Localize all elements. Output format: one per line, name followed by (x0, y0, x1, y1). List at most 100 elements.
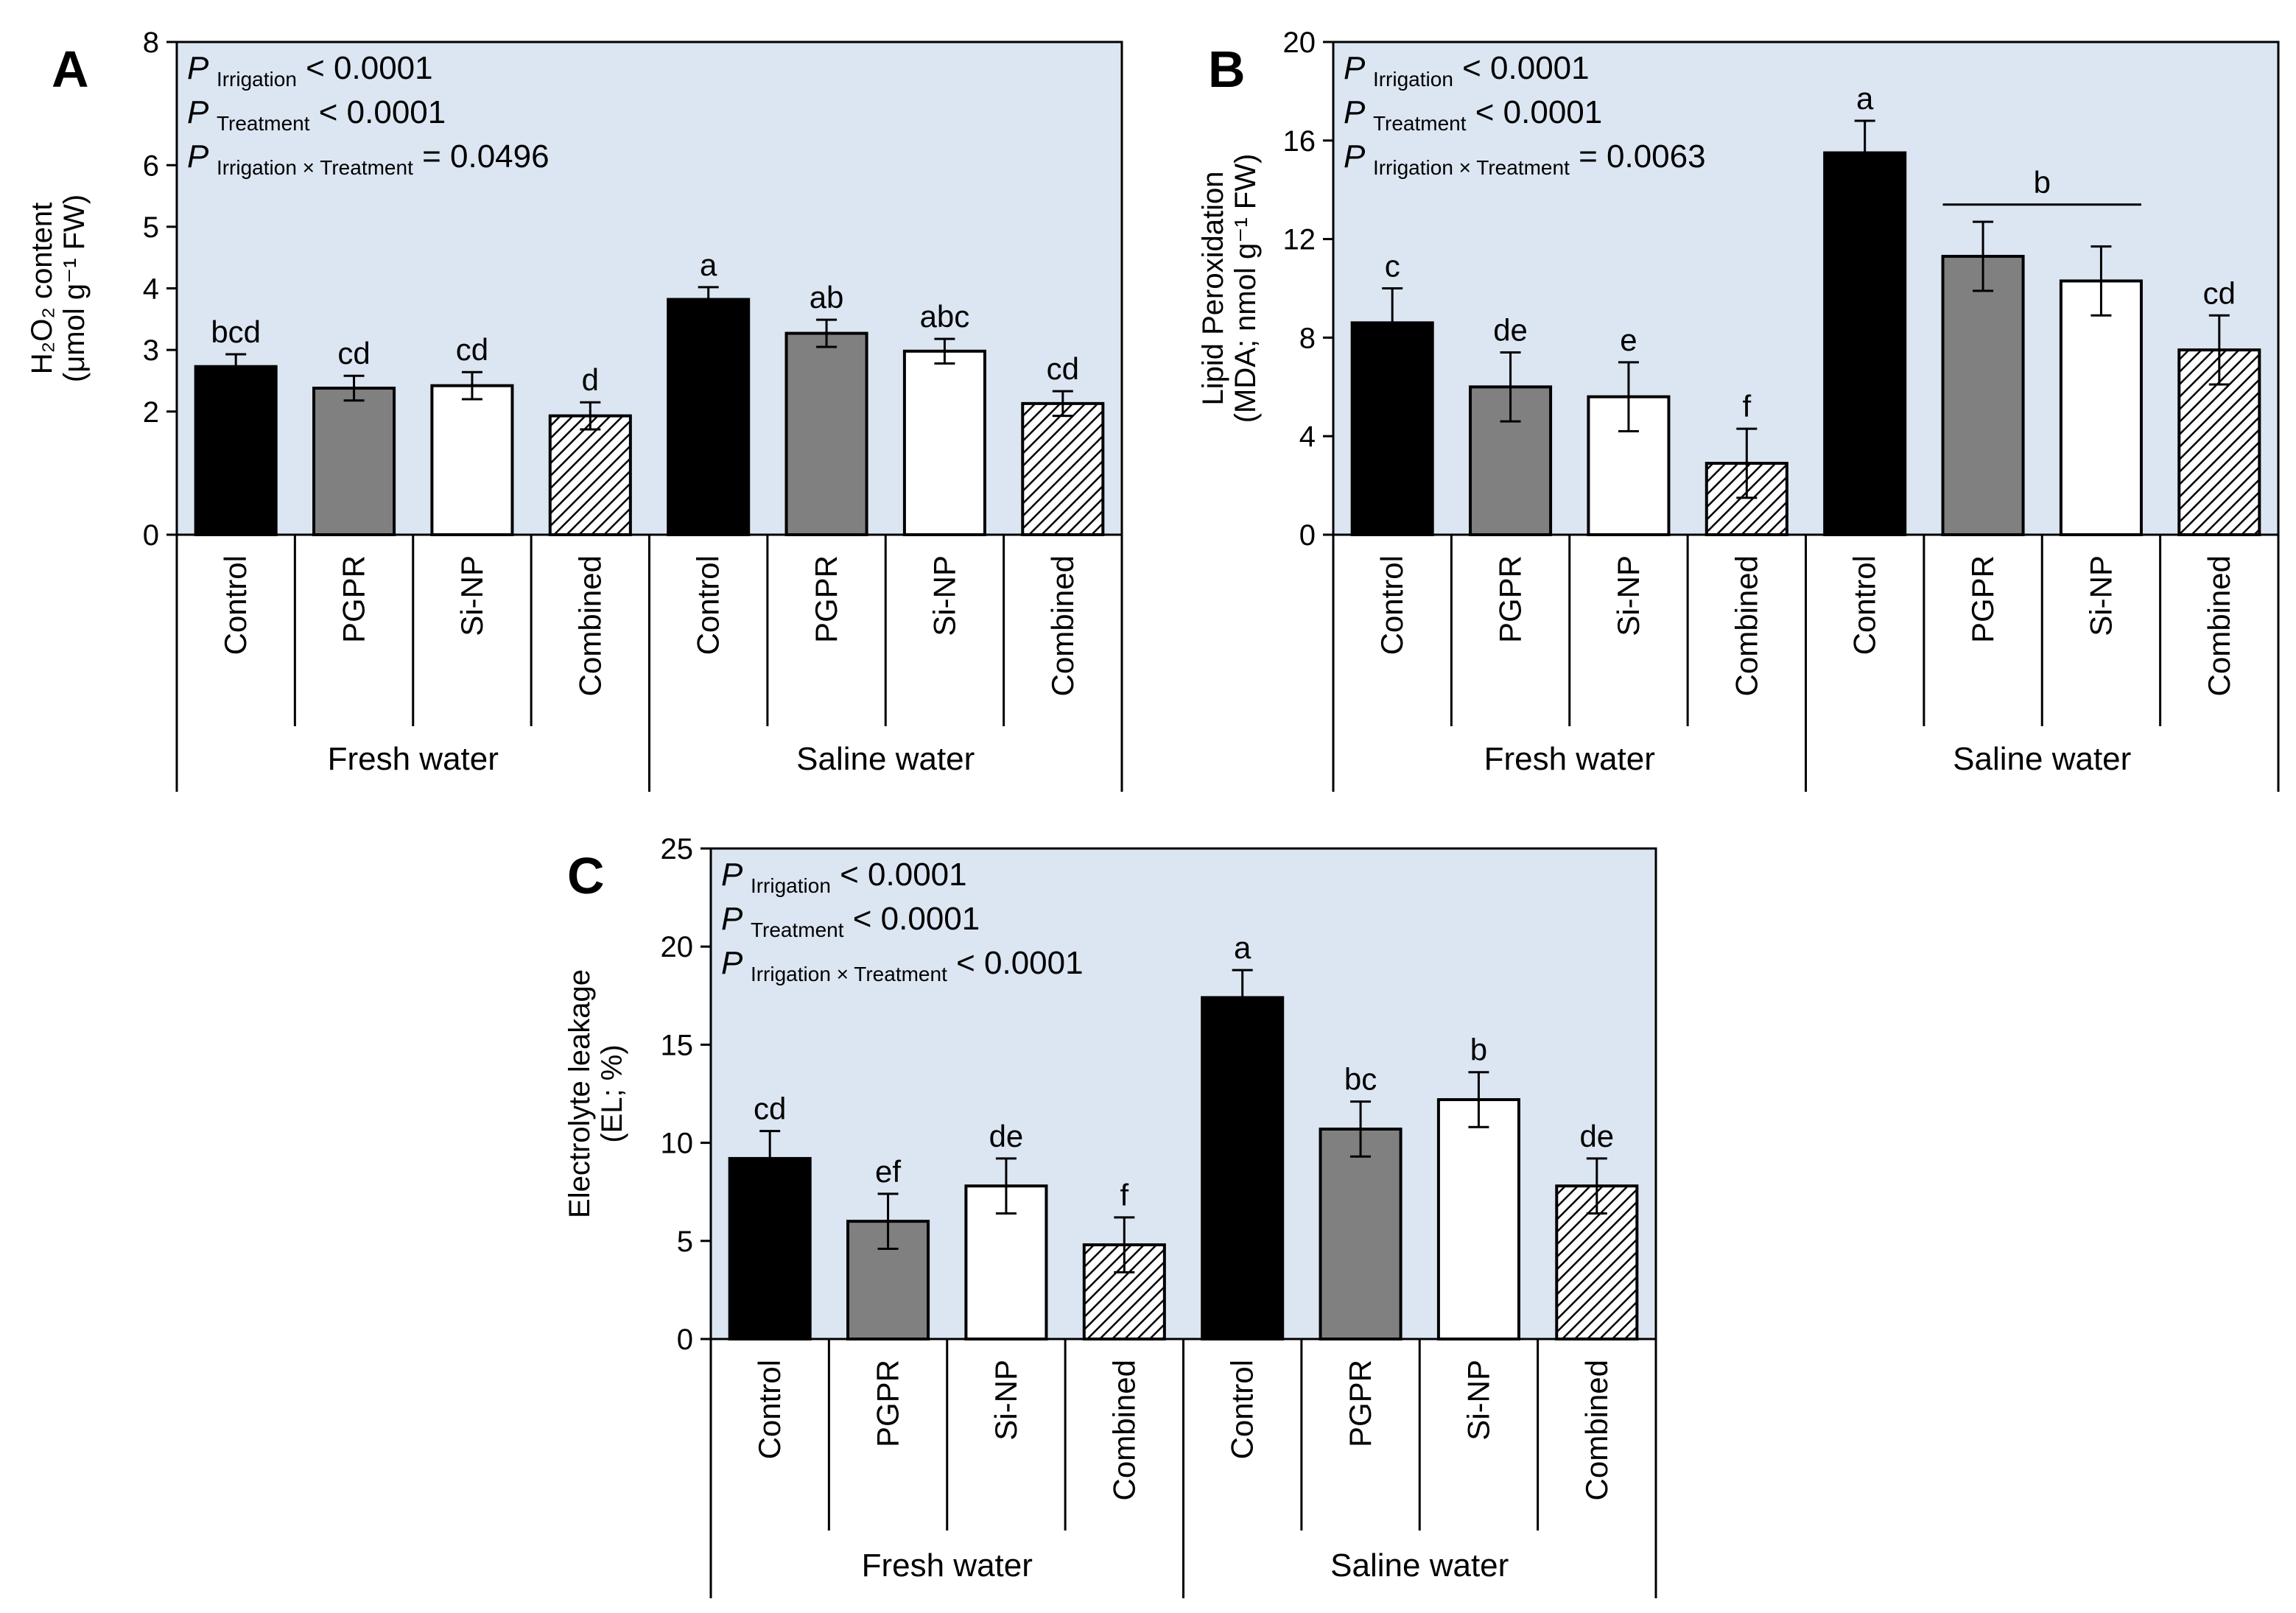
error-bar (2208, 314, 2230, 386)
stat-annotation: P Irrigation × Treatment = 0.0496 (187, 138, 550, 179)
significance-letter: bc (1344, 1062, 1377, 1097)
stat-annotation: P Irrigation × Treatment = 0.0063 (1344, 138, 1706, 179)
stat-subscript: Irrigation × Treatment (1373, 156, 1570, 179)
stat-subscript: Treatment (751, 918, 844, 941)
significance-letter: b (1470, 1033, 1487, 1067)
significance-letter: cd (456, 332, 488, 367)
category-label: Si-NP (989, 1360, 1023, 1441)
error-bar (1382, 287, 1403, 359)
significance-letter: de (1579, 1119, 1614, 1153)
stat-annotation: P Treatment < 0.0001 (1344, 94, 1602, 135)
y-axis-label: (MDA; nmol g⁻¹ FW) (1229, 154, 1262, 424)
category-label: Combined (2202, 555, 2236, 696)
group-label: Fresh water (862, 1547, 1033, 1584)
stat-p: P (721, 857, 751, 893)
error-bar (1854, 119, 1875, 186)
category-label: PGPR (1965, 555, 2000, 643)
category-label: PGPR (337, 555, 371, 643)
significance-letter: cd (1047, 351, 1079, 386)
bar (1436, 1097, 1520, 1340)
y-tick-label: 12 (1283, 224, 1316, 256)
category-label: Control (1375, 555, 1409, 655)
stat-annotation: P Irrigation < 0.0001 (187, 50, 433, 91)
stat-annotation: P Irrigation < 0.0001 (1344, 50, 1590, 91)
significance-letter: f (1742, 389, 1751, 424)
bar (784, 331, 868, 536)
error-bar (580, 401, 601, 431)
stat-p: P (721, 945, 751, 981)
stat-value: < 0.0001 (831, 857, 967, 893)
significance-letter: cd (2203, 275, 2236, 310)
group-label: Fresh water (1484, 741, 1655, 777)
y-tick-label: 0 (143, 519, 159, 552)
stat-value: < 0.0001 (1453, 50, 1590, 86)
y-tick-label: 8 (1299, 322, 1316, 354)
stat-annotation: P Treatment < 0.0001 (187, 94, 446, 135)
stat-subscript: Treatment (217, 112, 310, 135)
error-bar (1500, 351, 1521, 423)
stat-value: < 0.0001 (297, 50, 433, 86)
stat-value: = 0.0063 (1570, 138, 1706, 175)
y-tick-label: 20 (661, 931, 694, 963)
category-label: Si-NP (927, 555, 961, 636)
stat-p: P (1344, 50, 1373, 86)
error-bar (698, 286, 719, 313)
y-tick-label: 8 (143, 27, 159, 59)
error-bar (343, 374, 365, 402)
y-tick-label: 15 (661, 1029, 694, 1061)
significance-letter: bcd (211, 314, 261, 349)
y-tick-label: 5 (677, 1226, 693, 1258)
panel-label: C (567, 847, 605, 904)
significance-letter: a (1234, 930, 1251, 965)
stat-value: = 0.0496 (413, 138, 550, 175)
error-bar (1468, 1071, 1489, 1128)
y-tick-label: 10 (661, 1128, 694, 1160)
error-bar (934, 337, 955, 365)
category-label: PGPR (871, 1360, 905, 1447)
category-label: Combined (1579, 1360, 1614, 1500)
category-label: PGPR (1343, 1360, 1377, 1447)
stat-value: < 0.0001 (844, 901, 980, 937)
category-label: Si-NP (454, 555, 489, 636)
category-label: Combined (1106, 1360, 1141, 1500)
significance-letter: a (700, 247, 717, 282)
stat-subscript: Irrigation × Treatment (751, 963, 947, 985)
error-bar (1586, 1157, 1607, 1215)
stat-subscript: Irrigation (217, 68, 297, 91)
error-bar (1736, 427, 1758, 499)
y-tick-label: 6 (143, 150, 159, 182)
category-label: Control (1225, 1360, 1260, 1459)
y-tick-label: 4 (143, 273, 159, 306)
panel-c: 0 5 10 15 20 25 cd ef de f a bc b de Control PGPR Si-NP C… (564, 833, 1657, 1598)
error-bar (877, 1192, 899, 1250)
y-tick-label: 0 (1299, 519, 1316, 552)
stat-subscript: Irrigation (751, 874, 831, 897)
stat-p: P (187, 50, 217, 86)
category-label: Combined (1045, 555, 1080, 696)
stat-annotation: P Irrigation < 0.0001 (721, 857, 967, 897)
bar (667, 298, 751, 536)
stat-value: < 0.0001 (947, 945, 1084, 981)
error-bar (1973, 220, 1994, 292)
significance-letter: c (1385, 249, 1400, 284)
significance-letter: cd (754, 1092, 786, 1126)
bar (1021, 401, 1105, 536)
bar (194, 365, 278, 536)
y-tick-label: 16 (1283, 125, 1316, 158)
bar (430, 384, 514, 536)
bar (902, 349, 986, 536)
y-tick-label: 20 (1283, 27, 1316, 59)
stat-p: P (1344, 138, 1373, 175)
y-axis-label: Lipid Peroxidation (1197, 172, 1229, 406)
significance-letter: f (1120, 1178, 1128, 1212)
stat-subscript: Irrigation × Treatment (217, 156, 413, 179)
panel-label: A (52, 41, 89, 98)
significance-letter: de (989, 1119, 1024, 1153)
category-label: Control (1847, 555, 1882, 655)
stat-value: < 0.0001 (310, 94, 446, 130)
error-bar (1350, 1100, 1372, 1158)
error-bar (225, 353, 247, 380)
significance-letter: ef (875, 1154, 901, 1189)
category-label: Si-NP (2083, 555, 2118, 636)
